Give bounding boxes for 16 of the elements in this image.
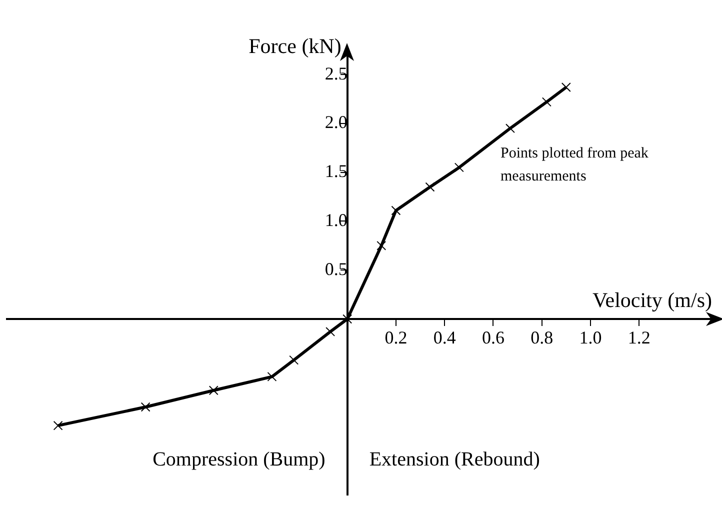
y-tick-label: 1.5 [324,161,348,182]
x-tick-label: 1.2 [628,328,650,348]
annotation: Extension (Rebound) [369,448,540,471]
y-tick-label: 0.5 [324,258,348,279]
annotation: Compression (Bump) [152,448,326,471]
x-tick-label: 0.8 [530,328,554,348]
x-tick-label: 0.4 [433,328,456,348]
y-tick-label: 2.0 [324,112,348,132]
x-tick-label: 0.2 [384,328,408,348]
x-tick-label: 0.6 [482,328,504,348]
y-axis-title: Force (kN) [248,34,342,58]
y-tick-label: 1.0 [324,210,348,230]
x-axis-title: Velocity (m/s) [592,288,712,312]
annotation: Points plotted from peak measurements [500,146,649,185]
y-tick-label: 2.5 [324,63,348,84]
x-tick-label: 1.0 [579,328,602,348]
